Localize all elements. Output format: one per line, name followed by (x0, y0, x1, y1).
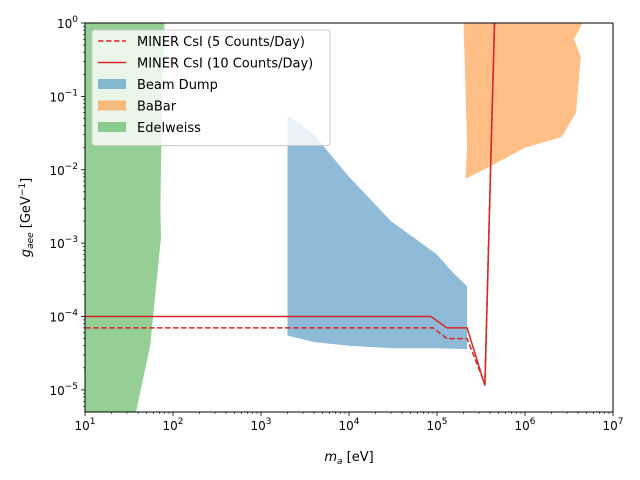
lines-layer (85, 23, 496, 386)
y-tick-label-base: 10 (49, 237, 64, 251)
y-tick-label: 100 (57, 15, 78, 31)
y-axis-label-unit: [GeV (19, 196, 34, 232)
legend-label-edelweiss: Edelweiss (137, 121, 201, 136)
legend-label-babar: BaBar (137, 100, 177, 115)
y-axis-label-subscript: aee (26, 232, 36, 249)
x-tick-label: 102 (162, 417, 183, 433)
x-tick-label-base: 10 (514, 419, 529, 433)
x-tick-label-base: 10 (250, 419, 265, 433)
legend-swatch-babar (98, 100, 126, 111)
legend-box (91, 29, 331, 146)
legend-label-beam-dump: Beam Dump (137, 78, 218, 93)
x-tick-label: 103 (250, 417, 271, 433)
legend-label-miner-csi-5-counts-day: MINER CsI (5 Counts/Day) (137, 35, 305, 50)
y-tick-label: 10−1 (49, 88, 78, 104)
x-tick-label-exponent: 7 (618, 417, 624, 427)
y-tick-label-exponent: −2 (65, 162, 78, 172)
x-tick-label-exponent: 2 (178, 417, 184, 427)
x-tick-label: 104 (338, 417, 359, 433)
y-axis-label-superscript: −1 (18, 183, 28, 196)
x-tick-label-exponent: 4 (354, 417, 360, 427)
y-axis-label-main: g (19, 249, 34, 257)
x-tick-label-exponent: 3 (266, 417, 272, 427)
y-tick-label: 10−4 (49, 309, 78, 325)
legend: MINER CsI (5 Counts/Day) MINER CsI (10 Co… (91, 29, 331, 146)
y-tick-label-base: 10 (49, 164, 64, 178)
y-tick-label-exponent: −1 (65, 88, 78, 98)
x-axis-label-subscript: a (337, 457, 343, 467)
y-tick-label-exponent: −5 (65, 382, 78, 392)
y-tick-label-exponent: −3 (65, 235, 78, 245)
ticks-layer: 101 102 103 104 105 106 10710−510−410−310−210−… (49, 15, 623, 433)
y-axis-label: gaee [GeV−1] (18, 178, 36, 257)
x-tick-label-base: 10 (74, 419, 89, 433)
axes-frame (84, 22, 614, 413)
region-beam-dump (287, 115, 468, 350)
legend-swatch-beam-dump (98, 79, 126, 89)
x-tick-label: 107 (602, 417, 623, 433)
x-tick-label-exponent: 6 (530, 417, 536, 427)
x-tick-label-base: 10 (338, 419, 353, 433)
y-axis-label-unit-close: ] (19, 178, 34, 183)
x-tick-label-base: 10 (162, 419, 177, 433)
y-tick-label-base: 10 (49, 384, 64, 398)
x-tick-label-exponent: 5 (442, 417, 448, 427)
x-tick-label-base: 10 (426, 419, 441, 433)
y-tick-label-base: 10 (49, 311, 64, 325)
region-babar (463, 23, 583, 179)
legend-label-miner-csi-10-counts-day: MINER CsI (10 Counts/Day) (137, 57, 313, 72)
series-line-miner-csi-10-counts-day (85, 23, 496, 386)
x-tick-label: 101 (74, 417, 95, 433)
x-axis-label-main: m (324, 450, 337, 465)
x-axis-label-unit: [eV] (343, 450, 374, 465)
y-tick-label-base: 10 (57, 17, 72, 31)
y-tick-label: 10−2 (49, 162, 78, 178)
y-tick-label: 10−3 (49, 235, 78, 251)
x-axis-label: ma [eV] (324, 450, 373, 467)
y-tick-label: 10−5 (49, 382, 78, 398)
x-tick-label-exponent: 1 (90, 417, 96, 427)
x-tick-label: 106 (514, 417, 535, 433)
x-tick-label-base: 10 (602, 419, 617, 433)
y-tick-label-exponent: 0 (72, 15, 78, 25)
y-tick-label-base: 10 (49, 90, 64, 104)
y-tick-label-exponent: −4 (65, 309, 79, 319)
legend-swatch-edelweiss (98, 122, 126, 132)
x-tick-label: 105 (426, 417, 447, 433)
